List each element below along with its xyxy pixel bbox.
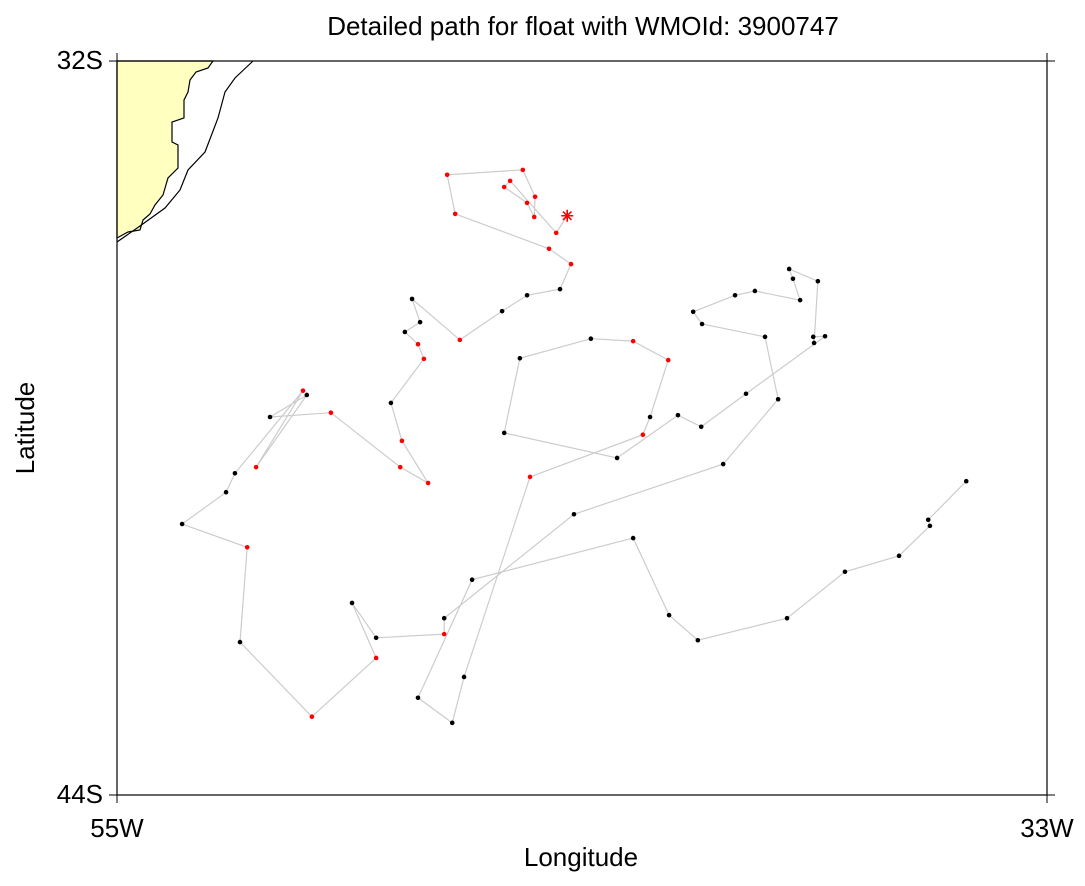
- plot-frame: [116, 60, 1048, 796]
- position-marker: [452, 211, 458, 217]
- position-marker: [441, 615, 447, 621]
- position-marker: [415, 341, 421, 347]
- x-tick-label: 55W: [90, 813, 144, 843]
- chart-title: Detailed path for float with WMOId: 3900…: [327, 11, 839, 41]
- position-marker: [415, 695, 421, 701]
- position-marker: [304, 392, 310, 398]
- position-marker: [461, 674, 467, 680]
- x-tick-label: 33W: [1020, 813, 1074, 843]
- position-marker: [815, 278, 821, 284]
- position-marker: [546, 246, 552, 252]
- position-marker: [524, 292, 530, 298]
- last-position-marker: [561, 209, 574, 222]
- position-marker: [690, 309, 696, 315]
- position-marker: [695, 637, 701, 643]
- position-marker: [790, 276, 796, 282]
- position-marker: [223, 489, 229, 495]
- position-marker: [665, 357, 671, 363]
- position-marker: [388, 400, 394, 406]
- position-marker: [449, 720, 455, 726]
- position-marker: [557, 286, 563, 292]
- position-marker: [253, 464, 259, 470]
- position-marker: [925, 517, 931, 523]
- position-marker: [588, 336, 594, 341]
- position-marker: [568, 261, 574, 267]
- position-marker: [675, 412, 681, 418]
- position-marker: [457, 337, 463, 343]
- position-marker: [328, 410, 334, 416]
- land: [116, 60, 215, 240]
- position-marker: [444, 172, 450, 178]
- position-marker: [786, 266, 792, 272]
- position-marker: [630, 338, 636, 344]
- position-marker: [267, 414, 273, 420]
- position-marker: [614, 455, 620, 461]
- y-axis-label: Latitude: [10, 382, 40, 475]
- y-tick-label: 44S: [57, 779, 103, 809]
- position-marker: [784, 615, 790, 621]
- position-marker: [237, 639, 243, 645]
- position-marker: [244, 544, 250, 550]
- position-marker: [397, 464, 403, 470]
- position-marker: [842, 569, 848, 575]
- position-marker: [896, 553, 902, 559]
- position-marker: [797, 297, 803, 303]
- position-marker: [373, 635, 379, 641]
- position-marker: [810, 334, 816, 340]
- coastline: [116, 60, 254, 243]
- position-marker: [775, 396, 781, 402]
- position-marker: [425, 480, 431, 486]
- position-marker: [232, 470, 238, 476]
- y-tick-label: 32S: [57, 45, 103, 75]
- position-marker: [499, 308, 505, 314]
- position-marker: [666, 612, 672, 618]
- position-marker: [524, 200, 530, 206]
- position-marker: [421, 356, 427, 362]
- position-marker: [647, 414, 653, 420]
- position-marker: [532, 194, 538, 200]
- position-marker: [699, 321, 705, 327]
- x-axis-label: Longitude: [524, 842, 638, 872]
- position-marker: [811, 340, 817, 346]
- position-marker: [822, 333, 828, 339]
- position-marker: [553, 230, 559, 236]
- position-marker: [399, 438, 405, 444]
- position-marker: [517, 355, 523, 361]
- position-marker: [507, 178, 513, 184]
- position-marker: [732, 292, 738, 298]
- position-marker: [309, 714, 315, 720]
- position-marker: [640, 432, 646, 438]
- position-marker: [469, 577, 475, 582]
- position-marker: [441, 631, 447, 637]
- position-marker: [501, 184, 507, 190]
- position-marker: [720, 461, 726, 467]
- position-marker: [630, 535, 636, 541]
- position-marker: [571, 511, 577, 517]
- position-marker: [963, 478, 969, 484]
- position-marker: [752, 288, 758, 294]
- position-marker: [179, 521, 185, 527]
- position-marker: [698, 424, 704, 430]
- position-marker: [927, 523, 933, 529]
- position-marker: [417, 319, 423, 325]
- position-marker: [531, 214, 537, 220]
- position-marker: [300, 388, 306, 393]
- position-marker: [762, 334, 768, 340]
- position-marker: [409, 296, 415, 302]
- float-path: [180, 169, 967, 724]
- position-marker: [501, 430, 507, 436]
- position-marker: [373, 655, 379, 661]
- position-marker: [349, 600, 355, 606]
- position-marker: [520, 167, 526, 173]
- position-marker: [402, 329, 408, 335]
- position-marker: [527, 474, 533, 480]
- position-marker: [743, 391, 749, 397]
